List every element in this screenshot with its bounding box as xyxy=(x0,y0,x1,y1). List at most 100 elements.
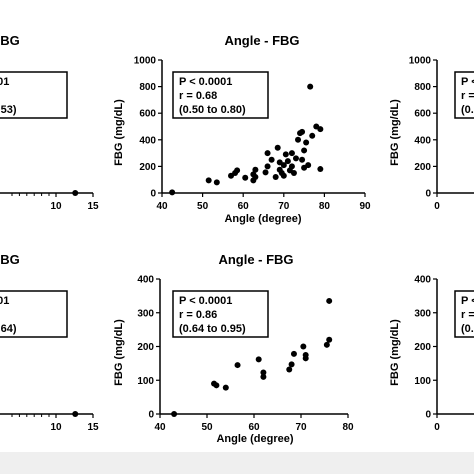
y-tick-label: 400 xyxy=(414,275,431,286)
y-axis-label: FBG (mg/dL) xyxy=(389,319,401,386)
panel-title: BG xyxy=(0,33,20,48)
x-tick-label: 50 xyxy=(201,422,213,433)
y-tick-label: 0 xyxy=(425,410,431,421)
data-point xyxy=(299,156,306,163)
stats-line: r = xyxy=(461,90,474,102)
panel-bottom-middle: Angle - FBG 0 100 200 300 400 40 50 60 70 80 Angle … xyxy=(113,252,354,445)
y-tick-label: 0 xyxy=(425,189,431,200)
y-axis-label: FBG (mg/dL) xyxy=(389,99,401,166)
x-tick-label: 60 xyxy=(248,422,260,433)
data-point xyxy=(303,139,310,146)
y-tick-label: 0 xyxy=(148,410,154,421)
data-point xyxy=(272,174,279,181)
stats-box xyxy=(454,290,474,338)
data-point xyxy=(280,162,287,169)
stats-line: P < 0.0001 xyxy=(179,76,232,88)
stats-line: (0. xyxy=(461,323,474,335)
stats-line: P < xyxy=(461,295,474,307)
y-tick-label: 200 xyxy=(414,162,431,173)
data-point xyxy=(317,166,324,173)
data-point xyxy=(268,156,275,163)
data-point xyxy=(288,150,295,157)
y-tick-label: 400 xyxy=(137,275,154,286)
y-tick-label: 200 xyxy=(137,342,154,353)
x-tick-label: 0 xyxy=(434,422,440,433)
data-point xyxy=(323,341,330,348)
y-tick-label: 0 xyxy=(150,189,156,200)
data-point xyxy=(72,190,79,196)
data-point xyxy=(284,158,291,165)
stats-box xyxy=(0,71,68,119)
data-point xyxy=(299,128,306,135)
data-point xyxy=(252,166,259,173)
data-point xyxy=(292,155,299,162)
x-tick-label: 40 xyxy=(156,201,168,212)
x-tick-label: 70 xyxy=(278,201,290,212)
y-tick-label: 400 xyxy=(414,135,431,146)
panel-title: BG xyxy=(0,252,20,267)
data-point xyxy=(305,162,312,169)
stats-line: r = 0.68 xyxy=(179,90,217,102)
stats-line: r = 0.86 xyxy=(179,309,217,321)
y-tick-label: 300 xyxy=(137,308,154,319)
y-tick-label: 800 xyxy=(139,82,156,93)
stats-box xyxy=(454,71,474,119)
x-tick-label: 70 xyxy=(295,422,307,433)
bottom-strip xyxy=(0,452,474,474)
stats-line: .81 to -0.53) xyxy=(0,104,17,116)
x-tick-label: 40 xyxy=(154,422,166,433)
data-point xyxy=(171,411,178,417)
x-tick-label: 10 xyxy=(50,201,62,212)
data-point xyxy=(234,362,241,369)
stats-line: P < xyxy=(461,76,474,88)
y-tick-label: 200 xyxy=(139,162,156,173)
data-point xyxy=(309,132,316,139)
data-point xyxy=(288,361,295,368)
x-tick-label: 80 xyxy=(319,201,331,212)
stats-line: P < 0.0001 xyxy=(179,295,232,307)
data-point xyxy=(252,174,259,181)
stats-line: (0. xyxy=(461,104,474,116)
stats-line: r = xyxy=(461,309,474,321)
stats-line: P < 0.0001 xyxy=(0,295,9,307)
y-tick-label: 400 xyxy=(139,135,156,146)
data-point xyxy=(260,369,267,376)
data-point xyxy=(282,151,289,158)
y-tick-label: 800 xyxy=(414,82,431,93)
data-point xyxy=(301,147,308,154)
data-point xyxy=(326,297,333,304)
data-point xyxy=(234,167,241,174)
data-point xyxy=(302,351,309,358)
stats-line: .95 to -0.64) xyxy=(0,323,17,335)
panel-bottom-right: 0 100 200 300 400 0 FBG (mg/dL) P < r = (0. xyxy=(389,275,474,433)
y-tick-label: 200 xyxy=(414,342,431,353)
x-tick-label: 15 xyxy=(87,422,99,433)
data-point xyxy=(72,411,79,417)
stats-box xyxy=(172,71,269,119)
panel-top-right: 0 200 400 600 800 1000 0 FBG (mg/dL) P < r = (0. xyxy=(389,56,474,212)
data-point xyxy=(300,343,307,350)
data-point xyxy=(290,170,297,177)
y-axis-label: FBG (mg/dL) xyxy=(113,319,125,386)
y-tick-label: 100 xyxy=(137,376,154,387)
stats-line: (0.64 to 0.95) xyxy=(179,323,246,335)
stats-line: P < 0.0001 xyxy=(0,76,9,88)
y-tick-label: 600 xyxy=(414,109,431,120)
x-tick-label: 50 xyxy=(197,201,209,212)
stats-line: (0.50 to 0.80) xyxy=(179,104,246,116)
x-axis-label: Angle (degree) xyxy=(224,213,301,225)
y-tick-label: 600 xyxy=(139,109,156,120)
x-tick-label: 0 xyxy=(434,201,440,212)
data-point xyxy=(288,163,295,170)
data-point xyxy=(213,382,220,389)
data-point xyxy=(290,350,297,357)
data-point xyxy=(295,136,302,143)
data-point xyxy=(307,83,314,90)
x-tick-label: 15 xyxy=(87,201,99,212)
panel-top-middle: Angle - FBG 0 200 400 600 800 1000 40 50 60 70 80 90… xyxy=(113,33,371,225)
stats-box xyxy=(172,290,269,338)
data-point xyxy=(260,373,267,380)
